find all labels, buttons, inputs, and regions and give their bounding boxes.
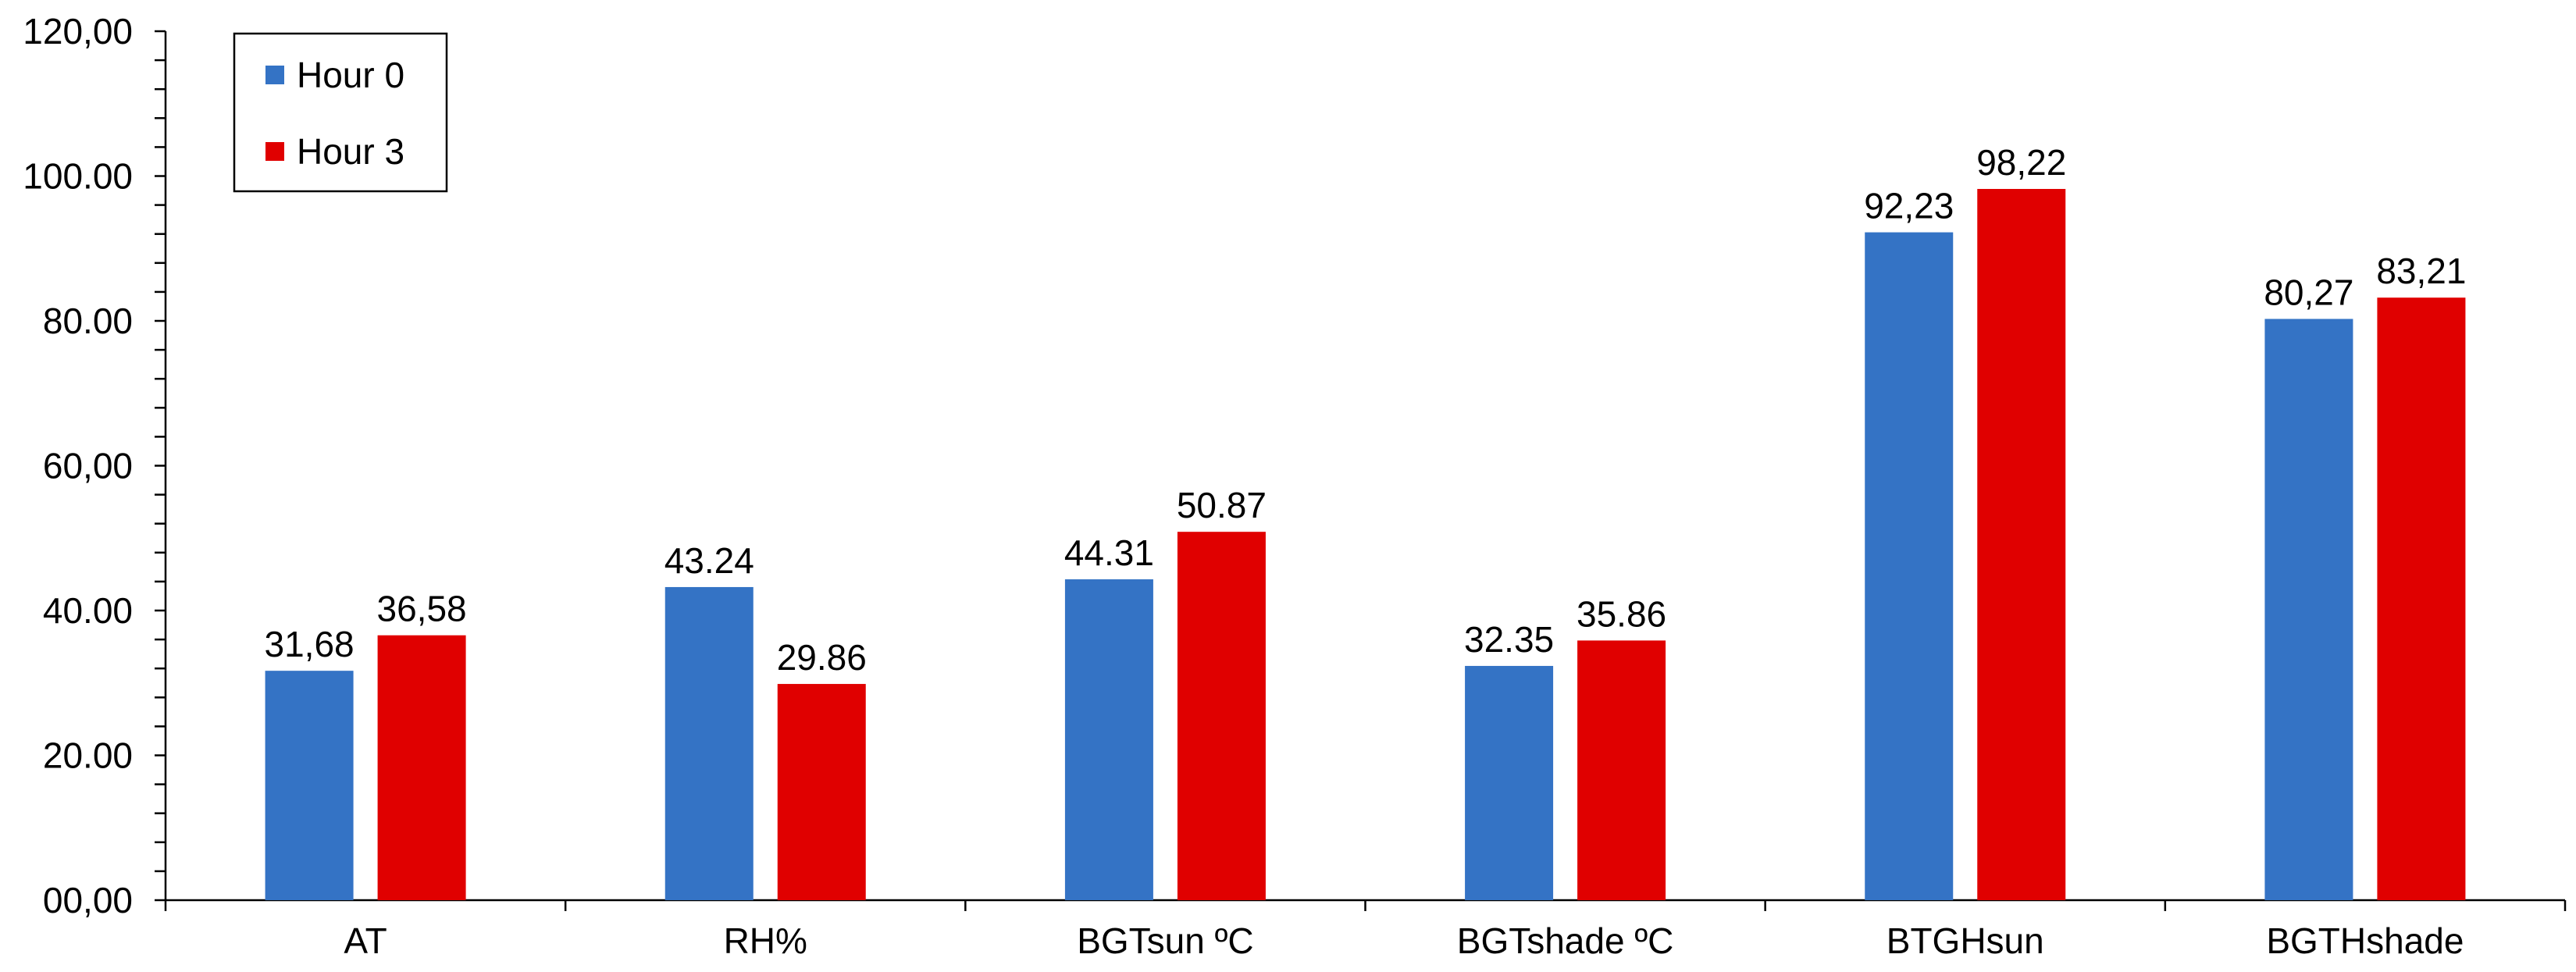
data-label-hour-0: 80,27 <box>2264 272 2353 312</box>
x-category-label: RH% <box>724 920 807 961</box>
bar-hour-0 <box>1064 579 1153 900</box>
y-tick-label: 00,00 <box>43 880 133 920</box>
legend-box <box>233 32 448 193</box>
data-label-hour-0: 92,23 <box>1864 186 1954 226</box>
data-labels: 31,68 36,58 43.24 29.86 44.31 50.87 32.35 35.86… <box>265 142 2467 678</box>
bar-hour-0 <box>1465 665 1554 900</box>
data-label-hour-3: 29.86 <box>777 637 867 678</box>
x-category-label: BGTHshade <box>2266 920 2464 961</box>
x-category-label: AT <box>344 920 387 961</box>
legend-label-hour-3: Hour 3 <box>297 131 404 172</box>
y-tick-label: 40.00 <box>43 590 133 631</box>
bar-hour-3 <box>1177 532 1266 900</box>
bar-hour-3 <box>2377 297 2466 900</box>
data-label-hour-3: 35.86 <box>1577 593 1666 634</box>
legend-swatch-hour-3 <box>265 142 284 161</box>
x-category-label: BGTsun ºC <box>1077 920 1253 961</box>
data-label-hour-0: 31,68 <box>265 624 355 664</box>
y-axis: 00,00 20.00 40.00 60,00 80.00 100.00 120,00 <box>23 11 167 920</box>
bar-hour-3 <box>377 635 466 900</box>
bar-hour-0 <box>2264 319 2353 901</box>
y-tick-label: 120,00 <box>23 11 133 52</box>
bar-hour-3 <box>1977 189 2066 900</box>
bar-hour-0 <box>265 671 354 900</box>
data-label-hour-0: 32.35 <box>1464 619 1554 660</box>
data-label-hour-3: 83,21 <box>2376 251 2466 291</box>
bars <box>265 189 2466 901</box>
bar-hour-3 <box>1577 640 1666 900</box>
data-label-hour-3: 50.87 <box>1177 485 1267 525</box>
legend: Hour 0 Hour 3 <box>233 32 448 193</box>
y-tick-label: 100.00 <box>23 156 133 197</box>
data-label-hour-3: 98,22 <box>1976 142 2066 183</box>
x-axis: AT RH% BGTsun ºC BGTshade ºC BTGHsun BGTHshad… <box>164 899 2567 961</box>
data-label-hour-0: 43.24 <box>664 540 754 581</box>
y-tick-label: 60,00 <box>43 446 133 486</box>
bar-hour-0 <box>664 586 754 900</box>
data-label-hour-0: 44.31 <box>1064 532 1154 573</box>
x-category-label: BGTshade ºC <box>1457 920 1674 961</box>
y-tick-label: 20.00 <box>43 735 133 776</box>
y-tick-label: 80.00 <box>43 301 133 341</box>
bar-hour-3 <box>777 684 866 900</box>
x-category-label: BTGHsun <box>1887 920 2044 961</box>
legend-label-hour-0: Hour 0 <box>297 55 404 95</box>
bar-hour-0 <box>1865 232 1954 900</box>
data-label-hour-3: 36,58 <box>377 589 467 629</box>
legend-swatch-hour-0 <box>265 66 284 84</box>
